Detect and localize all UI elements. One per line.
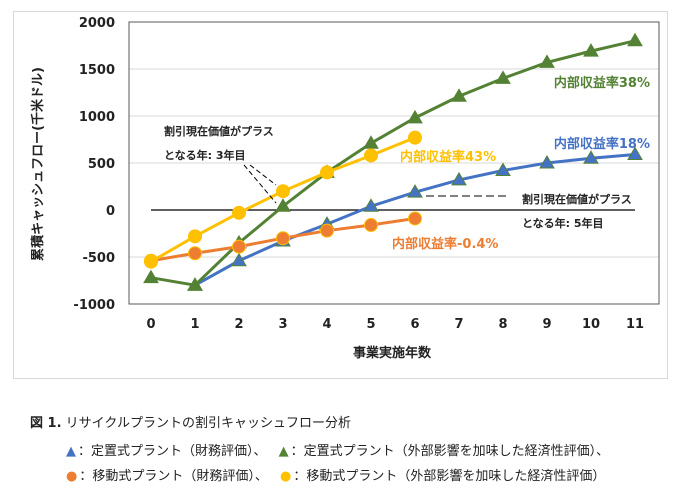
data-point <box>539 54 555 68</box>
irr-mobile-ext-label: 内部収益率43% <box>400 149 496 165</box>
plot-area <box>128 21 660 305</box>
data-point <box>364 148 378 163</box>
data-point <box>276 231 290 246</box>
data-point <box>451 88 467 102</box>
figure-caption: 図 1. リサイクルプラントの割引キャッシュフロー分析 <box>30 412 351 431</box>
data-point <box>451 171 467 186</box>
legend-item: ：移動式プラント（財務評価）、 <box>79 469 268 484</box>
legend-row-1: ▲ ：定置式プラント（財務評価）、 ▲ ：定置式プラント（外部影響を加味した経済性評… <box>66 440 609 459</box>
x-tick-label: 5 <box>366 317 375 332</box>
y-tick-label: 2000 <box>79 16 115 31</box>
data-point <box>627 32 643 47</box>
legend-item: ：定置式プラント（財務評価）、 <box>78 444 267 459</box>
x-tick-label: 3 <box>278 317 287 332</box>
x-tick-label: 0 <box>146 317 155 332</box>
data-point <box>407 184 423 198</box>
x-tick-label: 2 <box>234 317 243 332</box>
data-point <box>188 246 202 261</box>
payback5-line1: 割引現在価値がプラス <box>522 192 632 206</box>
x-tick-label: 1 <box>190 317 199 332</box>
x-tick-label: 6 <box>410 317 419 332</box>
data-point <box>275 198 291 212</box>
legend-row-2: ● ：移動式プラント（財務評価）、 ● ：移動式プラント（外部影響を加味した経済性評… <box>66 465 605 484</box>
data-point <box>407 109 423 124</box>
annotations: 内部収益率38% 内部収益率18% 内部収益率43% 内部収益率-0.4% 割引… <box>164 75 650 252</box>
x-tick-label: 11 <box>626 317 644 332</box>
irr-mobile-fin-label: 内部収益率-0.4% <box>392 236 498 252</box>
payback3-line2: となる年: 3年目 <box>164 148 246 162</box>
yellow-circle-icon: ● <box>280 469 292 484</box>
chart-border <box>13 11 668 379</box>
data-point <box>231 252 247 267</box>
data-point <box>627 146 643 161</box>
data-point <box>539 155 555 169</box>
series-line <box>150 39 636 287</box>
series-mobile_ext <box>144 130 422 269</box>
data-point <box>320 165 334 180</box>
y-tick-label: -1000 <box>73 298 115 313</box>
x-tick-label: 8 <box>498 317 507 332</box>
irr-fixed-fin-label: 内部収益率18% <box>554 136 650 152</box>
payback3-leader-1 <box>243 164 277 204</box>
data-point <box>232 239 246 254</box>
y-tick-label: 1000 <box>79 110 115 125</box>
legend-item: ：定置式プラント（外部影響を加味した経済性評価）、 <box>290 444 610 459</box>
data-point <box>143 269 159 284</box>
caption-title: リサイクルプラントの割引キャッシュフロー分析 <box>65 416 352 431</box>
y-tick-label: 1500 <box>79 63 115 78</box>
green-triangle-icon: ▲ <box>278 444 289 459</box>
y-tick-label: -500 <box>82 251 115 266</box>
legend-item: ：移動式プラント（外部影響を加味した経済性評価） <box>293 469 606 484</box>
y-axis-label: 累積キャッシュフロー(千米ドル) <box>30 67 46 261</box>
x-tick-label: 7 <box>454 317 463 332</box>
data-point <box>583 43 599 57</box>
x-tick-label: 10 <box>582 317 600 332</box>
payback3-leader-2 <box>249 164 277 186</box>
payback5-line2: となる年: 5年目 <box>522 216 604 230</box>
orange-circle-icon: ● <box>66 469 78 484</box>
data-point <box>583 150 599 164</box>
data-point <box>495 162 511 177</box>
x-tick-label: 4 <box>322 317 331 332</box>
data-point <box>144 254 158 269</box>
data-point <box>495 70 511 84</box>
data-point <box>232 205 246 220</box>
data-point <box>408 211 422 226</box>
data-point <box>188 229 202 244</box>
data-point <box>276 184 290 199</box>
blue-triangle-icon: ▲ <box>66 444 76 459</box>
x-axis-label: 事業実施年数 <box>353 345 432 361</box>
data-point <box>187 277 203 291</box>
y-tick-label: 500 <box>88 157 115 172</box>
caption-prefix: 図 1. <box>30 416 62 431</box>
data-point <box>363 198 379 212</box>
x-tick-label: 9 <box>542 317 551 332</box>
data-point <box>363 135 379 149</box>
data-point <box>364 218 378 233</box>
data-point <box>408 130 422 145</box>
data-point <box>320 223 334 238</box>
payback3-line1: 割引現在価値がプラス <box>164 124 274 138</box>
irr-fixed-ext-label: 内部収益率38% <box>554 75 650 91</box>
y-tick-label: 0 <box>106 204 115 219</box>
